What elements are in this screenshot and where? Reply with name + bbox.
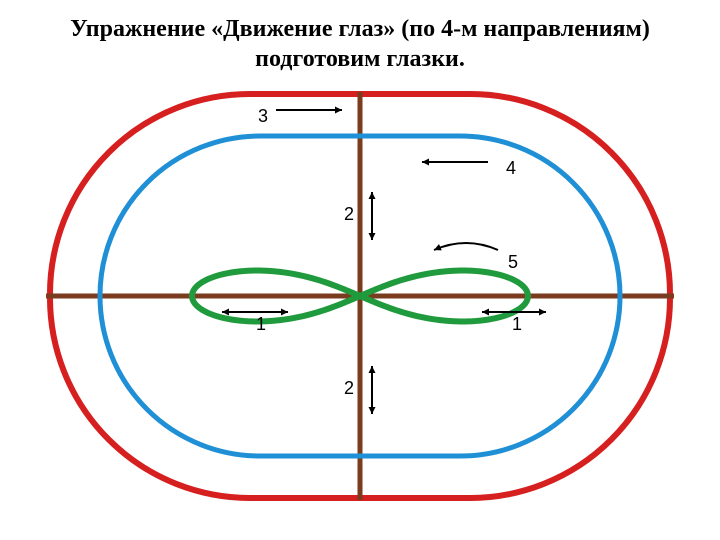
cue-label-2U: 2 bbox=[344, 204, 354, 224]
cue-label-5: 5 bbox=[508, 252, 518, 272]
title-line-1: Упражнение «Движение глаз» (по 4-м напра… bbox=[70, 16, 650, 42]
cue-label-2D: 2 bbox=[344, 378, 354, 398]
cue-label-1L: 1 bbox=[256, 314, 266, 334]
cue-label-4: 4 bbox=[506, 158, 516, 178]
cue-label-3: 3 bbox=[258, 106, 268, 126]
eye-exercise-diagram: 1 1 2 2 3 4 5 bbox=[36, 80, 684, 512]
cue-arrow-5 bbox=[434, 243, 498, 250]
page-title: Упражнение «Движение глаз» (по 4-м напра… bbox=[0, 14, 720, 74]
title-line-2: подготовим глазки. bbox=[255, 46, 465, 72]
cue-label-1R: 1 bbox=[512, 314, 522, 334]
